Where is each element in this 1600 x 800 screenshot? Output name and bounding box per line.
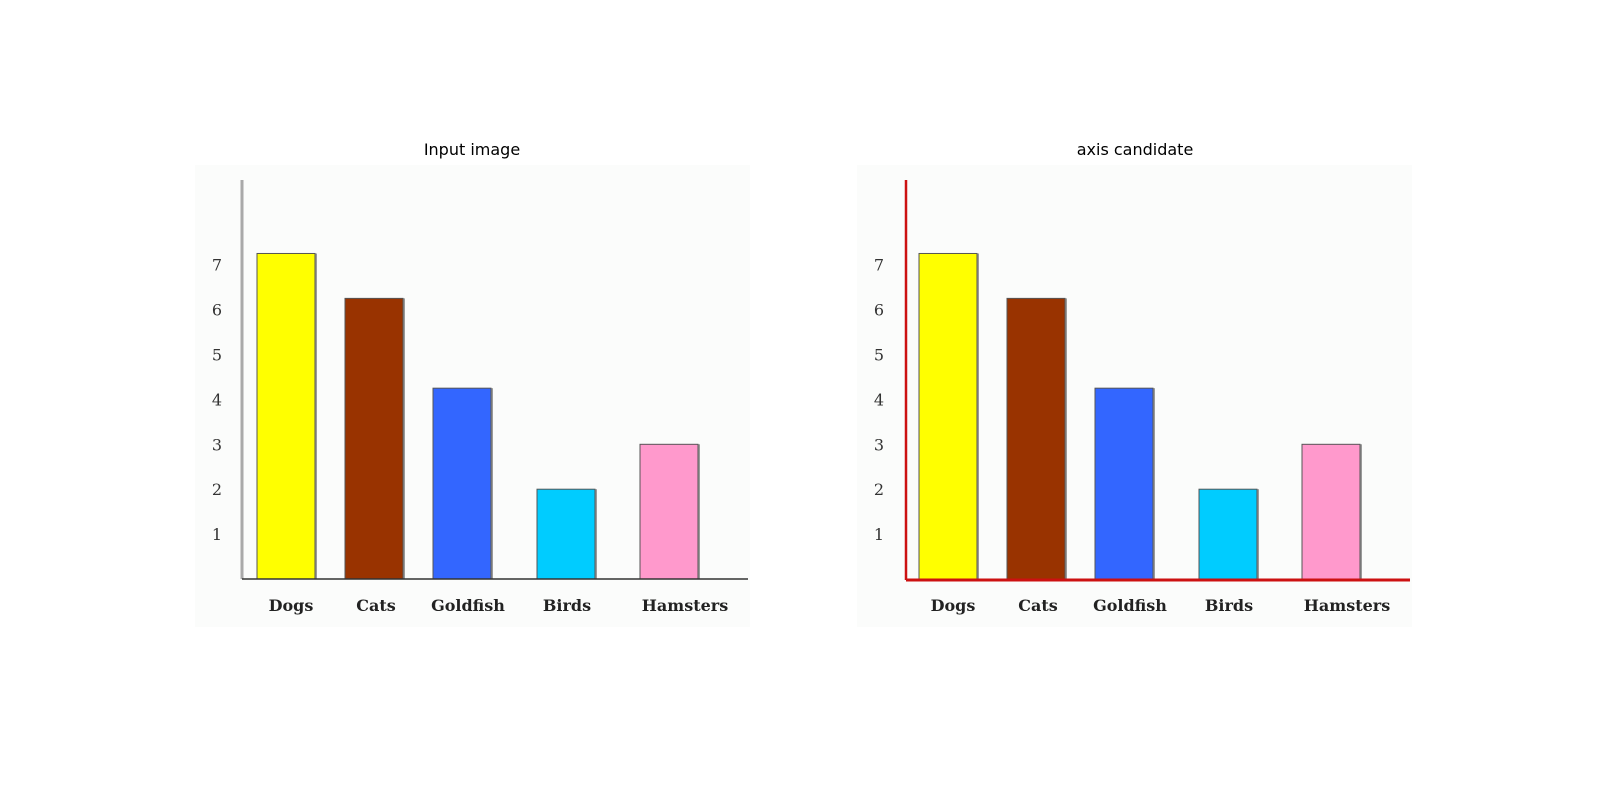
y-tick-label: 1 (874, 525, 884, 544)
y-tick-label: 1 (212, 525, 222, 544)
y-tick-label: 5 (874, 346, 884, 365)
y-tick-label: 7 (874, 256, 884, 275)
bar-hamsters (639, 443, 700, 580)
bar-goldfish (432, 387, 493, 580)
y-tick-label: 6 (212, 301, 222, 320)
y-tick-label: 4 (212, 390, 222, 409)
bar-cats (344, 297, 405, 580)
x-category-label: Goldfish (431, 596, 505, 615)
x-category-label: Dogs (269, 596, 314, 615)
x-category-label: Birds (1205, 596, 1253, 615)
x-category-label: Hamsters (1304, 596, 1390, 615)
y-tick-label: 2 (874, 480, 884, 499)
bar-cats (1006, 297, 1067, 580)
x-category-label: Cats (1018, 596, 1058, 615)
y-tick-label: 6 (874, 301, 884, 320)
x-category-label: Hamsters (642, 596, 728, 615)
x-category-label: Dogs (931, 596, 976, 615)
x-category-label: Goldfish (1093, 596, 1167, 615)
bar-birds (1198, 488, 1259, 580)
y-tick-label: 3 (212, 435, 222, 454)
bar-dogs (256, 252, 317, 580)
bar-birds (536, 488, 597, 580)
y-tick-label: 7 (212, 256, 222, 275)
x-category-label: Birds (543, 596, 591, 615)
panel-title-axis-candidate: axis candidate (1076, 140, 1194, 159)
y-tick-label: 2 (212, 480, 222, 499)
bar-hamsters (1301, 443, 1362, 580)
x-category-label: Cats (356, 596, 396, 615)
bar-dogs (918, 252, 979, 580)
panel-title-input: Input image (423, 140, 521, 159)
y-tick-label: 5 (212, 346, 222, 365)
axis-candidate-chart: 1 2 3 4 5 6 7 Dogs Cats Goldfish Birds Hamsters (857, 165, 1412, 627)
bar-goldfish (1094, 387, 1155, 580)
y-tick-label: 3 (874, 435, 884, 454)
y-tick-label: 4 (874, 390, 884, 409)
input-image-chart: 1 2 3 4 5 6 7 Dogs Cats Goldfish Birds Hamsters (195, 165, 750, 627)
